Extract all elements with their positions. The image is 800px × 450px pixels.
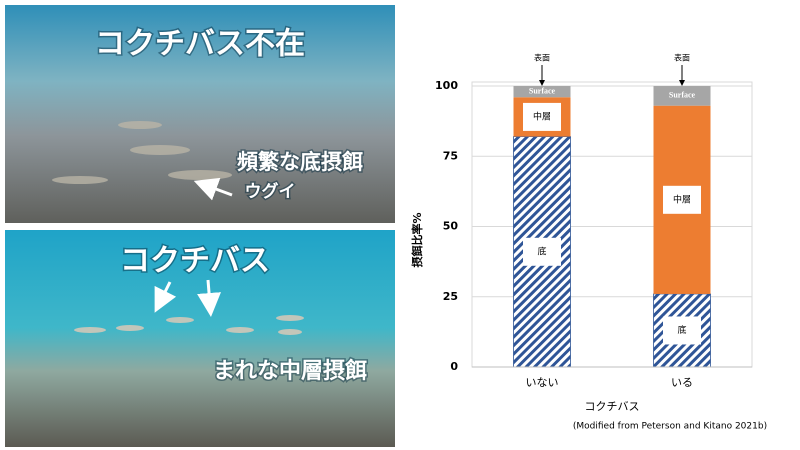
segment-label: 中層	[673, 193, 691, 205]
source-note: (Modified from Peterson and Kitano 2021b…	[573, 422, 767, 432]
photo-top: コクチバス不在 頻繁な底摂餌 ウグイ	[5, 5, 395, 223]
arrow	[193, 177, 233, 201]
label-box	[663, 185, 701, 214]
y-axis-label: 摂餌比率%	[410, 212, 424, 267]
segment-label: Surface	[529, 86, 556, 95]
fish-decor	[52, 121, 232, 184]
label-box	[663, 316, 701, 345]
photo-title: コクチバス不在	[95, 27, 305, 62]
x-axis-label: コクチバス	[585, 400, 640, 413]
annotation: 表面	[534, 53, 550, 63]
y-tick-label: 25	[443, 290, 458, 303]
segment-label: 底	[537, 245, 546, 257]
segment-label: Surface	[669, 91, 696, 100]
bar-segment	[513, 86, 571, 98]
fish-decor	[74, 315, 304, 335]
label-box	[523, 237, 561, 266]
y-tick-label: 100	[435, 79, 458, 92]
bar-segment	[653, 86, 711, 106]
photo-bottom: コクチバス まれな中層摂餌	[5, 230, 395, 447]
y-tick-label: 0	[450, 360, 458, 373]
arrow	[197, 279, 222, 317]
y-tick-label: 75	[443, 149, 458, 162]
arrow	[154, 281, 177, 313]
annotation: 表面	[674, 53, 690, 63]
photo-caption: まれな中層摂餌	[213, 358, 367, 384]
x-tick-label: いない	[526, 376, 559, 389]
label-box	[523, 102, 561, 131]
photo-caption: 頻繁な底摂餌	[237, 150, 363, 174]
y-tick-label: 50	[443, 220, 459, 233]
photo-background	[5, 230, 395, 447]
x-tick-label: いる	[671, 376, 693, 389]
photo-title: コクチバス	[120, 244, 270, 279]
segment-label: 底	[677, 324, 686, 336]
photo-label: ウグイ	[245, 181, 296, 202]
segment-label: 中層	[533, 110, 551, 122]
